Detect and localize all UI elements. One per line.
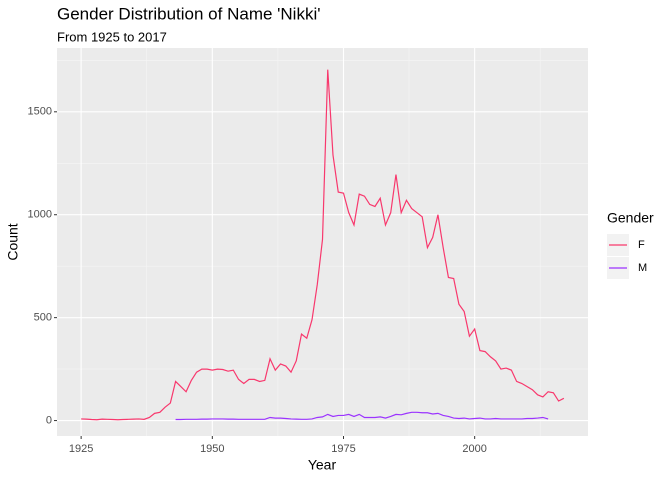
x-tick-label: 1975	[331, 443, 355, 455]
legend-title: Gender	[607, 210, 654, 226]
chart-title: Gender Distribution of Name 'Nikki'	[57, 4, 320, 23]
x-axis-title: Year	[308, 457, 337, 473]
y-tick-label: 1000	[28, 209, 52, 221]
legend-label: F	[638, 239, 645, 251]
y-tick-label: 500	[34, 312, 52, 324]
series-line	[81, 69, 565, 421]
x-tick-label: 2000	[462, 443, 486, 455]
legend-label: M	[638, 262, 647, 274]
y-axis-title: Count	[5, 223, 21, 260]
y-tick-label: 0	[46, 414, 52, 426]
chart-subtitle: From 1925 to 2017	[57, 29, 167, 44]
x-tick-label: 1950	[200, 443, 224, 455]
y-tick-label: 1500	[28, 106, 52, 118]
x-tick-label: 1925	[69, 443, 93, 455]
series-line	[175, 411, 549, 421]
